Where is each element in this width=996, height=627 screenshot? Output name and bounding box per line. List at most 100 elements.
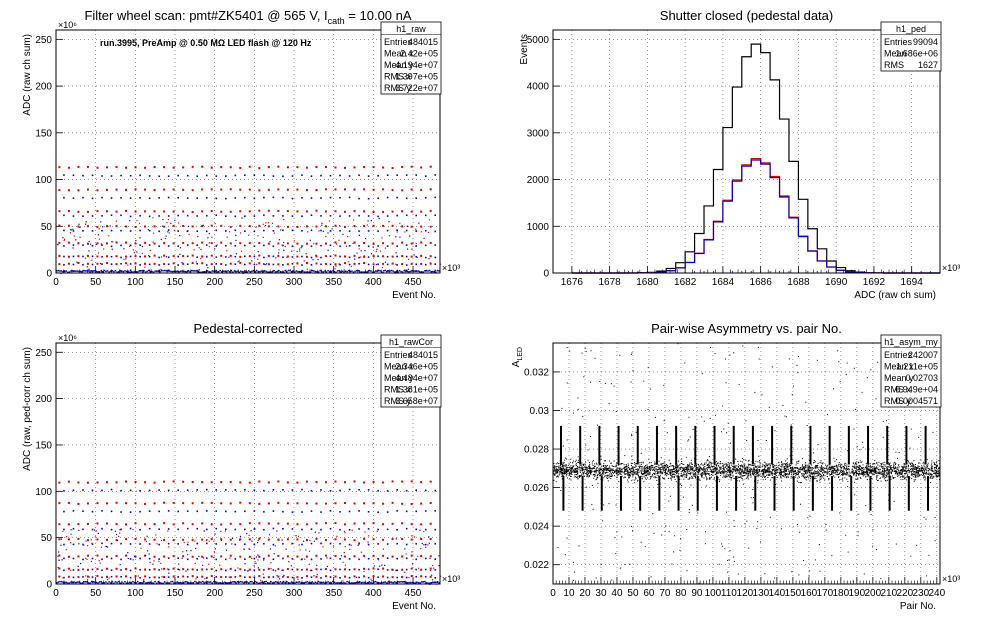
baseline-point [89, 271, 91, 273]
data-point-red [420, 503, 422, 505]
asym-point [664, 472, 665, 473]
stats-value: 484015 [408, 37, 438, 47]
asym-point [882, 470, 883, 471]
asym-point [795, 468, 796, 469]
baseline-point [146, 271, 148, 273]
stats-value: 4.484e+07 [395, 373, 438, 383]
baseline-point [348, 581, 350, 583]
data-point-red [211, 523, 213, 525]
data-point-red [354, 188, 356, 190]
data-point-red [382, 188, 384, 190]
data-point-blue [425, 558, 427, 560]
baseline-point [237, 581, 239, 583]
data-point-scatter [258, 251, 259, 252]
asym-point [835, 468, 836, 469]
baseline-point [288, 582, 290, 584]
data-point-scatter [297, 579, 298, 580]
data-point-red [373, 189, 375, 191]
asym-point [860, 474, 861, 475]
asym-point [750, 474, 751, 475]
data-point-blue [396, 558, 398, 560]
data-point-blue [254, 198, 256, 200]
asym-point [852, 468, 853, 469]
data-point-red [411, 263, 413, 265]
data-point-scatter [197, 569, 198, 570]
baseline-point [394, 581, 396, 583]
asym-point [883, 462, 884, 463]
x-tick-label: 450 [405, 277, 422, 288]
data-point-red [96, 167, 98, 169]
data-point-scatter [359, 235, 360, 236]
asym-point [820, 467, 821, 468]
asym-point [698, 467, 699, 468]
data-point-red [306, 523, 308, 525]
data-point-red [249, 242, 251, 244]
x-axis-multiplier: ×10³ [942, 263, 960, 273]
baseline-point [304, 582, 306, 584]
data-point-red [201, 210, 203, 212]
data-point-red [163, 226, 165, 228]
data-point-red [154, 225, 156, 227]
data-point-blue [349, 489, 351, 491]
asym-point [863, 471, 864, 472]
data-point-blue [273, 528, 275, 530]
data-point-scatter [166, 256, 167, 257]
baseline-point [369, 270, 371, 272]
data-point-blue [206, 215, 208, 217]
data-point-scatter [405, 553, 406, 554]
data-point-red [58, 502, 60, 504]
data-point-scatter [419, 530, 420, 531]
asym-point [753, 474, 754, 475]
data-point-blue [196, 489, 198, 491]
data-point-blue [415, 529, 417, 531]
asym-point [634, 473, 635, 474]
asym-point [706, 479, 707, 480]
asym-point [763, 464, 764, 465]
data-point-scatter [432, 579, 433, 580]
data-point-red [144, 255, 146, 257]
asym-point [701, 463, 702, 464]
asym-point [874, 463, 875, 464]
data-point-scatter [221, 540, 222, 541]
asym-point [872, 473, 873, 474]
asym-point [816, 473, 817, 474]
asym-point [720, 467, 721, 468]
data-point-blue [368, 511, 370, 513]
data-point-scatter [187, 554, 188, 555]
data-point-scatter [89, 576, 90, 577]
data-point-blue [130, 263, 132, 265]
data-point-red [287, 242, 289, 244]
data-point-blue [206, 529, 208, 531]
asym-point [844, 471, 845, 472]
data-point-blue [187, 510, 189, 512]
asym-point [900, 479, 901, 480]
baseline-point [415, 270, 417, 272]
asym-point [696, 470, 697, 471]
asym-point [585, 464, 586, 465]
data-point-blue [282, 264, 284, 266]
data-point-red [392, 189, 394, 191]
baseline-point [432, 271, 434, 273]
data-point-blue [301, 529, 303, 531]
baseline-point [313, 270, 315, 272]
data-point-scatter [160, 269, 161, 270]
baseline-point [418, 582, 420, 584]
data-point-red [220, 211, 222, 213]
data-point-blue [63, 570, 65, 572]
baseline-point [283, 581, 285, 583]
asym-point [692, 472, 693, 473]
baseline-point [384, 581, 386, 583]
data-point-blue [244, 558, 246, 560]
data-point-scatter [373, 247, 374, 248]
data-point-red [173, 225, 175, 227]
data-point-blue [244, 576, 246, 578]
data-point-blue [311, 559, 313, 561]
asym-point [799, 469, 800, 470]
data-point-red [354, 522, 356, 524]
asym-point [651, 468, 652, 469]
asym-point [861, 470, 862, 471]
data-point-red [106, 255, 108, 257]
asym-point [633, 473, 634, 474]
asym-point [711, 470, 712, 471]
data-point-scatter [404, 231, 405, 232]
